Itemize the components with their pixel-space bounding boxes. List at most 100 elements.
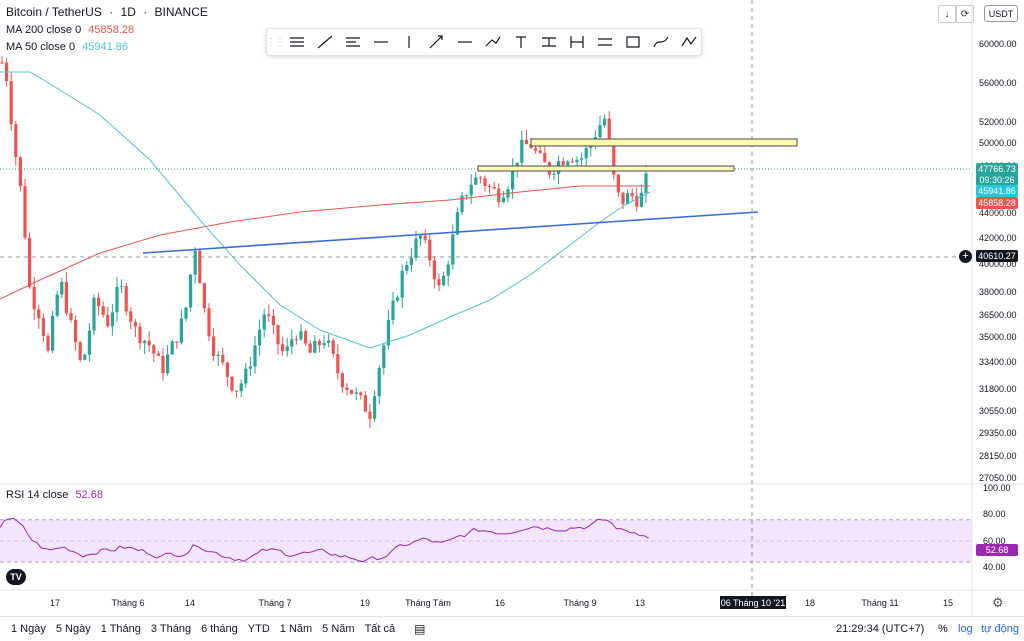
- horizontal-ray-glyph: [290, 37, 304, 47]
- long-position-tool-icon[interactable]: [591, 29, 619, 55]
- rsi-legend[interactable]: RSI 14 close 52.68: [6, 489, 103, 501]
- candle-body: [28, 237, 32, 287]
- currency-button[interactable]: USDT: [984, 5, 1018, 22]
- text-tool-icon[interactable]: [507, 29, 535, 55]
- candle-body: [46, 335, 50, 351]
- symbol-legend[interactable]: Bitcoin / TetherUS · 1D · BINANCE: [6, 5, 208, 19]
- range-button-6[interactable]: 1 Năm: [279, 623, 313, 635]
- price-tick-label: 31800.00: [979, 384, 1017, 394]
- price-tick-label: 30550.00: [979, 406, 1017, 416]
- fib-retracement-glyph-path: [346, 37, 360, 47]
- fib-retracement-tool-icon[interactable]: [339, 29, 367, 55]
- text-glyph-path: [516, 36, 526, 48]
- abcd-pattern-tool-icon[interactable]: [675, 29, 703, 55]
- time-tick-label: 14: [185, 598, 195, 608]
- rectangle-tool-icon[interactable]: [619, 29, 647, 55]
- range-button-0[interactable]: 1 Ngày: [11, 623, 46, 635]
- candle-body: [9, 81, 13, 125]
- candle-body: [308, 343, 312, 353]
- candle-body: [511, 168, 515, 190]
- candle-body: [207, 308, 211, 337]
- candle-body: [202, 283, 206, 309]
- drag-handle-icon[interactable]: ⋮⋮: [266, 36, 285, 48]
- exchange-label: BINANCE: [154, 5, 208, 19]
- refresh-icon[interactable]: ⟳: [956, 5, 974, 23]
- candle-body: [327, 340, 331, 344]
- arrow-down-icon[interactable]: ↓: [938, 5, 956, 23]
- rsi-label: RSI 14 close: [6, 489, 69, 501]
- candle-body: [120, 286, 124, 288]
- range-button-3[interactable]: 3 Tháng: [150, 623, 192, 635]
- brush-tool-icon[interactable]: [647, 29, 675, 55]
- candle-body: [524, 139, 528, 145]
- ma50-legend[interactable]: MA 50 close 0 45941.86: [6, 41, 128, 53]
- plus-icon[interactable]: +: [959, 250, 972, 263]
- candle-body: [423, 235, 427, 240]
- log-toggle[interactable]: log: [958, 623, 973, 635]
- candle-body: [244, 368, 248, 384]
- candle-body: [14, 124, 18, 158]
- candle-body: [350, 389, 354, 394]
- candle-body: [179, 318, 183, 343]
- time-tick-label: 13: [635, 598, 645, 608]
- arrow-tool-icon[interactable]: [423, 29, 451, 55]
- auto-toggle[interactable]: tự động: [981, 623, 1019, 635]
- price-tick-label: 44000.00: [979, 208, 1017, 218]
- symbol-title: Bitcoin / TetherUS: [6, 5, 102, 19]
- candle-body: [451, 234, 455, 265]
- horizontal-ray-2-tool-icon[interactable]: [451, 29, 479, 55]
- range-button-4[interactable]: 6 tháng: [201, 623, 238, 635]
- candle-body: [317, 340, 321, 346]
- range-button-7[interactable]: 5 Năm: [322, 623, 355, 635]
- candle-body: [78, 342, 82, 360]
- candle-body: [276, 325, 280, 345]
- candle-body: [644, 173, 648, 193]
- percent-toggle[interactable]: %: [938, 623, 948, 635]
- candle-body: [313, 340, 317, 353]
- candle-body: [368, 411, 372, 419]
- candle-body: [216, 354, 220, 356]
- candle-body: [575, 159, 579, 163]
- date-range-tool-icon[interactable]: [563, 29, 591, 55]
- vertical-line-tool-icon[interactable]: [395, 29, 423, 55]
- trend-line-tool-icon[interactable]: [311, 29, 339, 55]
- trend-line: [142, 211, 759, 254]
- candle-body: [446, 264, 450, 276]
- price-tick-label: 52000.00: [979, 117, 1017, 127]
- candle-body: [483, 178, 487, 186]
- info-line-tool-icon[interactable]: [479, 29, 507, 55]
- candle-body: [616, 174, 620, 193]
- tradingview-logo-icon[interactable]: TV: [6, 569, 26, 585]
- candle-body: [87, 330, 91, 355]
- price-tick-label: 35000.00: [979, 332, 1017, 342]
- range-button-8[interactable]: Tất cả: [364, 623, 396, 635]
- candle-body: [639, 192, 643, 207]
- range-button-5[interactable]: YTD: [247, 623, 270, 635]
- horizontal-line-tool-icon[interactable]: [367, 29, 395, 55]
- candle-body: [129, 311, 133, 322]
- candle-body: [630, 193, 634, 197]
- candle-body: [396, 297, 400, 301]
- candle-body: [469, 184, 473, 196]
- ma50-label: MA 50 close 0: [6, 41, 76, 53]
- gear-icon[interactable]: ⚙: [992, 595, 1004, 610]
- rsi-tick-label: 60.00: [983, 536, 1006, 546]
- candle-body: [603, 118, 607, 126]
- price-range-tool-icon[interactable]: [535, 29, 563, 55]
- horizontal-ray-tool-icon[interactable]: [283, 29, 311, 55]
- candle-body: [60, 281, 64, 295]
- candle-body: [212, 336, 216, 356]
- range-button-2[interactable]: 1 Tháng: [100, 623, 141, 635]
- candle-body: [175, 341, 179, 343]
- crosshair-price-tag: 40610.27: [976, 250, 1018, 262]
- candle-body: [97, 297, 101, 307]
- candle-body: [354, 392, 358, 394]
- ma200-legend[interactable]: MA 200 close 0 45858.28: [6, 24, 134, 36]
- candle-body: [143, 340, 147, 344]
- trend-line-glyph-path: [317, 35, 333, 49]
- calendar-icon[interactable]: ▤: [414, 622, 426, 636]
- candle-body: [543, 152, 547, 163]
- candle-body: [359, 392, 363, 396]
- range-button-1[interactable]: 5 Ngày: [55, 623, 91, 635]
